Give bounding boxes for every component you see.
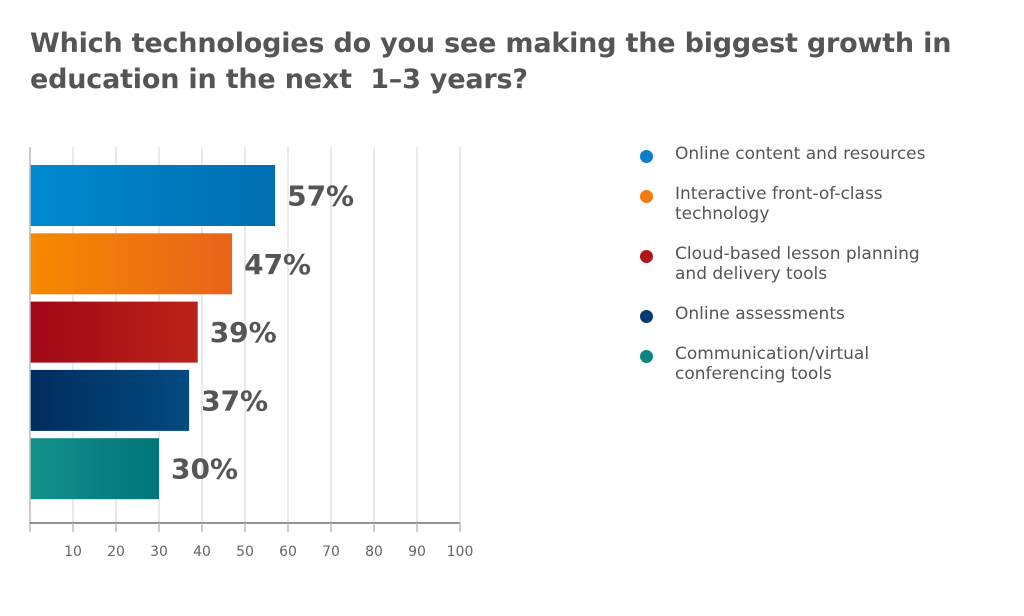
legend-dot-icon	[640, 250, 653, 263]
legend-dot-icon	[640, 190, 653, 203]
legend-item: Communication/virtual conferencing tools	[640, 344, 980, 384]
legend-label: Online content and resources	[675, 144, 926, 164]
data-label: 30%	[171, 453, 238, 486]
legend-dot-icon	[640, 150, 653, 163]
legend: Online content and resources Interactive…	[640, 144, 980, 404]
data-label: 47%	[244, 248, 311, 281]
x-tick-label: 60	[279, 544, 297, 560]
chart-title-line-1: Which technologies do you see making the…	[30, 28, 952, 59]
x-tick-label: 70	[322, 544, 340, 560]
data-label: 37%	[201, 384, 268, 417]
x-tick-label: 30	[150, 544, 168, 560]
legend-dot-icon	[640, 350, 653, 363]
legend-item: Cloud-based lesson planning and delivery…	[640, 244, 980, 284]
x-tick-label: 40	[193, 544, 211, 560]
data-label: 57%	[287, 180, 354, 213]
bar	[30, 165, 276, 226]
bar	[30, 369, 190, 431]
x-tick-label: 20	[107, 544, 125, 560]
legend-item: Online content and resources	[640, 144, 980, 164]
legend-item: Online assessments	[640, 304, 980, 324]
data-label: 39%	[210, 316, 277, 349]
legend-label: Communication/virtual conferencing tools	[675, 344, 870, 384]
x-axis: 10 20 30 40 50 60 70 80 90 100	[29, 147, 474, 560]
bar	[30, 301, 198, 363]
x-tick-label: 100	[447, 544, 474, 560]
legend-dot-icon	[640, 310, 653, 323]
x-tick-label: 80	[365, 544, 383, 560]
chart-title-line-2: education in the next 1–3 years?	[30, 64, 528, 95]
data-labels: 57% 47% 39% 37% 30%	[171, 180, 354, 486]
legend-item: Interactive front-of-class technology	[640, 184, 980, 224]
x-tick-label: 10	[64, 544, 82, 560]
legend-label: Cloud-based lesson planning and delivery…	[675, 244, 920, 284]
bar	[30, 438, 159, 500]
x-tick-label: 90	[408, 544, 426, 560]
bars	[30, 165, 276, 500]
bar	[30, 233, 233, 295]
chart-title: Which technologies do you see making the…	[30, 26, 970, 98]
bar-chart: 57% 47% 39% 37% 30% 10 20 30 40 50 60 70 80 90 100	[29, 147, 474, 560]
legend-label: Online assessments	[675, 304, 845, 324]
x-tick-label: 50	[236, 544, 254, 560]
legend-label: Interactive front-of-class technology	[675, 184, 883, 224]
